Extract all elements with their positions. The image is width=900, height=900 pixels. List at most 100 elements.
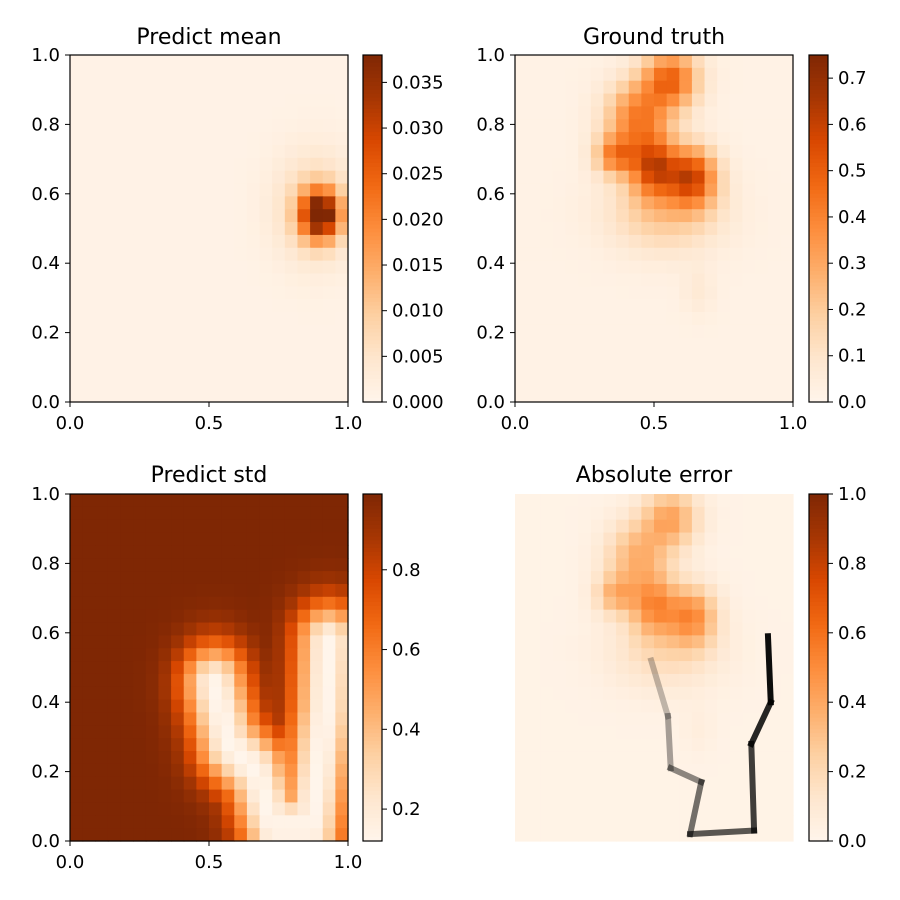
heatmap-cell (578, 519, 592, 534)
heatmap-cell (95, 157, 109, 172)
heatmap-cell (120, 196, 134, 210)
heatmap-cell (654, 106, 668, 120)
heatmap-cell (691, 350, 706, 365)
colorbar-step (363, 351, 382, 357)
heatmap-cell (234, 350, 248, 365)
heatmap-cell (641, 144, 655, 159)
colorbar-step (363, 378, 382, 384)
colorbar-step (363, 509, 382, 514)
heatmap-cell (183, 712, 197, 726)
heatmap-cell (120, 751, 134, 765)
heatmap-cell (578, 363, 592, 377)
heatmap-cell (322, 622, 336, 636)
heatmap-cell (234, 661, 248, 675)
heatmap-cell (82, 532, 96, 547)
heatmap-cell (641, 789, 655, 804)
heatmap-cell (322, 299, 336, 313)
heatmap-cell (527, 363, 541, 377)
heatmap-cell (246, 273, 261, 287)
heatmap-cell (515, 532, 529, 547)
heatmap-cell (578, 324, 592, 339)
heatmap-cell (133, 506, 147, 521)
heatmap-cell (704, 234, 718, 249)
heatmap-cell (742, 712, 756, 726)
colorbar-step (809, 240, 828, 245)
heatmap-cell (590, 686, 605, 701)
heatmap-cell (565, 789, 579, 804)
heatmap-cell (654, 247, 668, 262)
colorbar-step (809, 783, 828, 788)
heatmap-cell (717, 312, 731, 326)
heatmap-cell (70, 738, 84, 752)
heatmap-cell (145, 222, 160, 236)
colorbar-step (809, 317, 828, 322)
heatmap-cell (158, 119, 172, 133)
heatmap-cell (95, 376, 109, 390)
heatmap-cell (515, 751, 529, 765)
heatmap-cell (755, 170, 769, 185)
heatmap-cell (70, 234, 84, 249)
colorbar-step (363, 601, 382, 607)
heatmap-cell (171, 776, 185, 791)
heatmap-cell (641, 686, 655, 701)
heatmap-cell (196, 80, 210, 95)
heatmap-cell (717, 196, 731, 210)
heatmap-cell (691, 67, 706, 82)
colorbar-step (363, 313, 382, 318)
heatmap-cell (310, 751, 324, 765)
heatmap-cell (641, 376, 655, 390)
heatmap-cell (603, 209, 617, 223)
colorbar-step (809, 336, 828, 341)
colorbar-tick-label: 1.0 (838, 484, 867, 505)
heatmap-cell (335, 337, 349, 352)
colorbar-step (363, 605, 382, 611)
heatmap-cell (145, 119, 160, 133)
heatmap-cell (183, 545, 197, 559)
heatmap-cell (603, 234, 617, 249)
heatmap-cell (221, 55, 235, 69)
heatmap-cell (284, 725, 299, 739)
heatmap-cell (590, 67, 605, 82)
heatmap-cell (628, 828, 642, 842)
heatmap-cell (234, 80, 248, 95)
heatmap-cell (628, 545, 642, 559)
heatmap-cell (628, 596, 642, 611)
heatmap-cell (590, 712, 605, 726)
heatmap-cell (552, 506, 567, 521)
heatmap-cell (310, 247, 324, 262)
colorbar-step (363, 143, 382, 149)
heatmap-cell (540, 234, 554, 249)
colorbar-step (363, 213, 382, 218)
heatmap-cell (641, 545, 655, 559)
heatmap-cell (221, 494, 235, 508)
heatmap-cell (780, 532, 794, 547)
heatmap-cell (578, 571, 592, 585)
heatmap-cell (755, 93, 769, 108)
heatmap-cell (679, 350, 693, 365)
heatmap-cell (209, 260, 223, 275)
colorbar-step (809, 613, 828, 618)
heatmap-cell (742, 67, 756, 82)
heatmap-cell (322, 286, 336, 300)
heatmap-cell (234, 635, 248, 649)
heatmap-cell (654, 67, 668, 82)
colorbar-step (363, 324, 382, 330)
heatmap-cell (654, 222, 668, 236)
heatmap-cell (780, 260, 794, 275)
heatmap-cell (284, 751, 299, 765)
heatmap-cell (780, 789, 794, 804)
heatmap-cell (284, 247, 299, 262)
heatmap-cell (679, 622, 693, 636)
y-tick-label: 0.4 (31, 692, 60, 713)
heatmap-cell (335, 312, 349, 326)
heatmap-cell (171, 725, 185, 739)
heatmap-cell (297, 286, 311, 300)
heatmap-cell (335, 119, 349, 133)
heatmap-cell (221, 802, 235, 816)
heatmap-cell (679, 247, 693, 262)
colorbar-step (809, 648, 828, 653)
colorbar-step (363, 652, 382, 657)
heatmap-cell (284, 558, 299, 572)
heatmap-cell (552, 494, 567, 508)
